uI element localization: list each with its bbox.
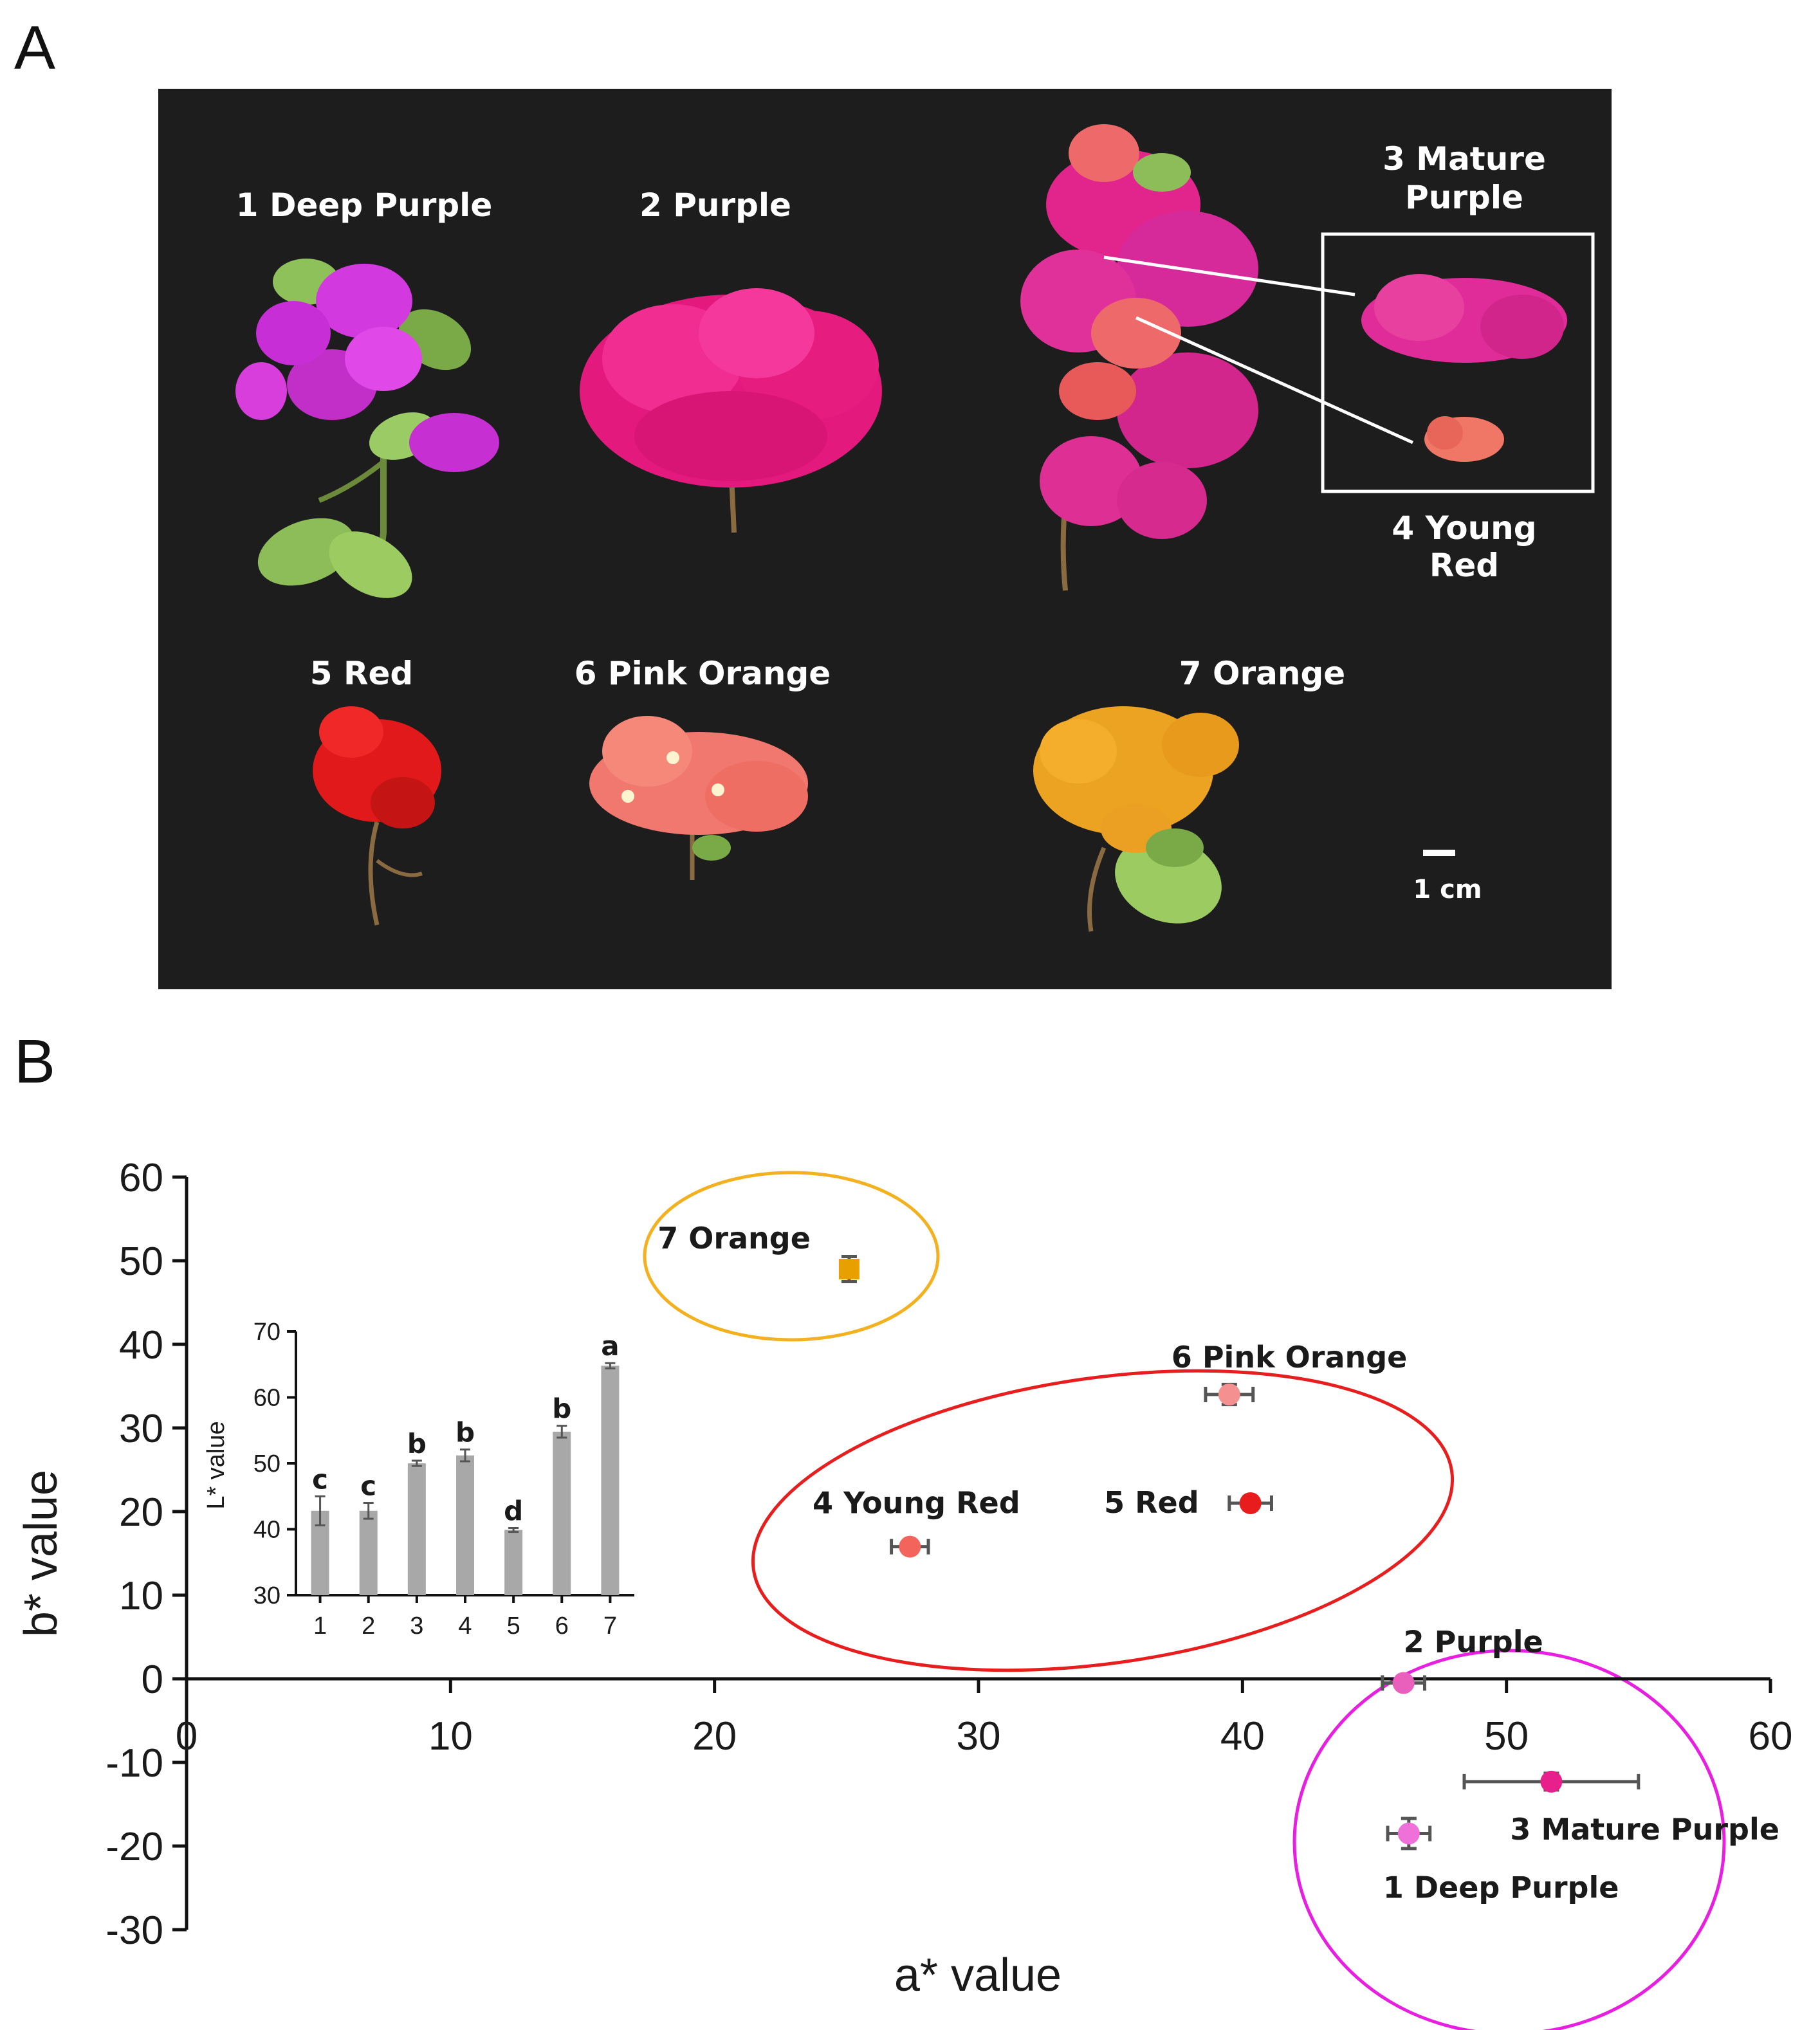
y-tick-label: 10 xyxy=(119,1574,163,1618)
flower-5-red-illustration xyxy=(313,706,441,926)
point-marker xyxy=(1218,1384,1240,1405)
inset-significance-letter: d xyxy=(504,1495,523,1526)
point-label: 2 Purple xyxy=(1404,1625,1543,1660)
point-label: 5 Red xyxy=(1104,1485,1199,1520)
label-6-pink-orange: 6 Pink Orange xyxy=(574,655,831,692)
point-label: 1 Deep Purple xyxy=(1383,1870,1619,1905)
inset-y-tick-label: 70 xyxy=(253,1319,280,1346)
panel-letter-a: A xyxy=(14,14,56,82)
label-3-mature-line2: Purple xyxy=(1405,179,1523,216)
data-point-6: 6 Pink Orange xyxy=(1172,1340,1408,1407)
y-tick-label: -20 xyxy=(106,1825,163,1869)
label-2-purple: 2 Purple xyxy=(639,187,791,224)
inset-x-tick-label: 1 xyxy=(313,1613,327,1640)
x-tick-label: 60 xyxy=(1749,1714,1793,1759)
label-5-red: 5 Red xyxy=(310,655,413,692)
x-tick-label: 20 xyxy=(692,1714,737,1759)
data-point-5: 5 Red xyxy=(1104,1485,1273,1520)
y-tick-label: 60 xyxy=(119,1156,163,1200)
x-tick-label: 40 xyxy=(1220,1714,1265,1759)
flower-photo: 1 Deep Purple 2 Purple 3 Mature Purple 4… xyxy=(158,89,1612,989)
inset-significance-letter: b xyxy=(552,1393,571,1425)
y-tick-label: 40 xyxy=(119,1323,163,1367)
y-tick-label: 0 xyxy=(142,1658,163,1702)
inset-significance-letter: a xyxy=(601,1330,619,1362)
point-label: 3 Mature Purple xyxy=(1510,1812,1779,1847)
flower-3-4-illustration xyxy=(1020,124,1258,591)
point-label: 4 Young Red xyxy=(813,1486,1020,1521)
data-point-1: 1 Deep Purple xyxy=(1383,1816,1619,1905)
x-tick-label: 30 xyxy=(957,1714,1001,1759)
data-point-2: 2 Purple xyxy=(1381,1625,1543,1694)
pointer-line-4 xyxy=(1135,316,1414,444)
y-tick-label: 20 xyxy=(119,1490,163,1535)
scale-bar-label: 1 cm xyxy=(1413,875,1482,904)
inset-y-tick-label: 60 xyxy=(253,1385,280,1412)
y-tick-label: 50 xyxy=(119,1239,163,1284)
label-4-young-line2: Red xyxy=(1429,547,1499,584)
x-axis-title: a* value xyxy=(894,1950,1062,2001)
inset-x-tick-label: 4 xyxy=(458,1613,472,1640)
inset-bar xyxy=(456,1455,474,1595)
inset-significance-letter: c xyxy=(360,1470,376,1502)
data-point-7: 7 Orange xyxy=(657,1221,859,1283)
point-marker xyxy=(1540,1770,1563,1793)
data-point-3: 3 Mature Purple xyxy=(1462,1770,1779,1847)
point-marker xyxy=(1239,1492,1262,1514)
inset-y-tick-label: 40 xyxy=(253,1517,280,1544)
inset-y-tick-label: 30 xyxy=(253,1582,280,1609)
point-marker xyxy=(838,1259,859,1279)
flower-2-purple-illustration xyxy=(580,288,882,533)
y-tick-label: 30 xyxy=(119,1407,163,1451)
flower-7-orange-illustration xyxy=(1033,706,1239,932)
photo-background xyxy=(158,89,1612,989)
label-4-young-line1: 4 Young xyxy=(1392,509,1536,547)
color-scatter-figure: 60 50 40 30 20 10 0 -10 -20 -30 0 10 20 30 40 50 60 a* va… xyxy=(0,1093,1820,2030)
inset-bar xyxy=(359,1510,378,1595)
point-marker xyxy=(1397,1822,1420,1845)
inset-y-axis-title: L* value xyxy=(203,1421,230,1509)
label-1-deep-purple: 1 Deep Purple xyxy=(236,187,492,224)
x-tick-label: 50 xyxy=(1484,1714,1529,1759)
group-ellipse-red xyxy=(751,1369,1455,1672)
x-tick-label: 10 xyxy=(428,1714,473,1759)
point-label: 6 Pink Orange xyxy=(1172,1340,1408,1375)
group-ellipse-purple xyxy=(1292,1649,1726,2030)
flower-1-deep-purple-illustration xyxy=(235,259,499,598)
inset-x-tick-label: 3 xyxy=(410,1613,423,1640)
group-ellipse-orange xyxy=(643,1171,940,1342)
scale-bar xyxy=(1423,850,1455,856)
y-tick-label: -10 xyxy=(106,1741,163,1786)
inset-bar xyxy=(601,1366,620,1595)
x-tick-label: 0 xyxy=(176,1714,198,1759)
inset-bar-chart: 70 60 50 40 30 L* value 1 c 2 c 3 b 4 b 5 d 6 b 7 a xyxy=(203,1319,634,1640)
inset-young-red-bract xyxy=(1424,416,1504,462)
inset-bar xyxy=(407,1463,426,1595)
data-point-4: 4 Young Red xyxy=(813,1486,1020,1558)
inset-x-tick-label: 7 xyxy=(603,1613,617,1640)
inset-box xyxy=(1321,232,1595,493)
inset-bar xyxy=(553,1431,571,1595)
inset-significance-letter: b xyxy=(455,1416,475,1448)
inset-significance-letter: b xyxy=(407,1428,427,1459)
label-3-mature-line1: 3 Mature xyxy=(1383,140,1546,178)
inset-bar xyxy=(504,1530,523,1595)
point-marker xyxy=(899,1535,921,1558)
flower-6-pink-orange-illustration xyxy=(589,716,808,880)
inset-x-tick-label: 2 xyxy=(362,1613,375,1640)
inset-significance-letter: c xyxy=(312,1463,328,1495)
y-axis-title: b* value xyxy=(15,1470,67,1637)
panel-letter-b: B xyxy=(14,1027,56,1096)
inset-x-tick-label: 5 xyxy=(507,1613,520,1640)
point-label: 7 Orange xyxy=(657,1221,811,1256)
point-marker xyxy=(1392,1672,1415,1694)
inset-x-tick-label: 6 xyxy=(555,1613,569,1640)
inset-y-tick-label: 50 xyxy=(253,1450,280,1477)
pointer-line-3 xyxy=(1103,255,1356,297)
inset-mature-purple-bract xyxy=(1361,274,1567,363)
y-tick-label: -30 xyxy=(106,1908,163,1953)
label-7-orange: 7 Orange xyxy=(1179,655,1345,692)
